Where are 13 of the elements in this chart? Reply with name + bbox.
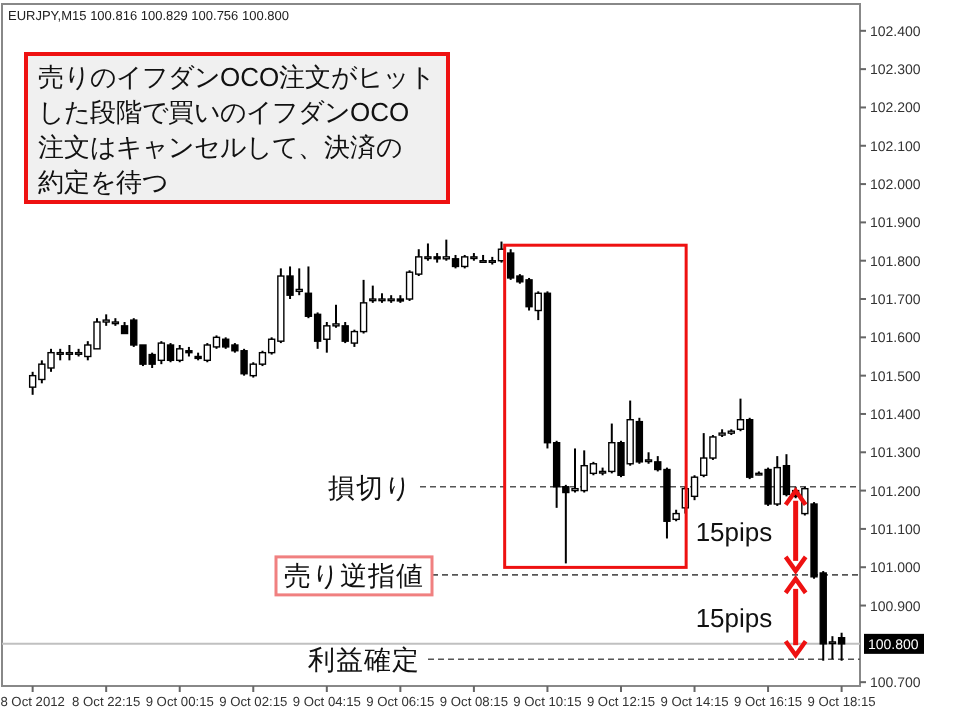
candlestick <box>837 631 846 662</box>
annotation: 売りのイフダンOCO注文がヒット <box>38 62 436 92</box>
annotation: 15pips <box>695 603 774 634</box>
annotation: 15pips <box>695 516 774 547</box>
ref-line-label: 損切り <box>328 472 412 503</box>
annotation: 注文はキャンセルして、決済の <box>38 132 402 162</box>
ref-line-label: 売り逆指値 <box>284 560 424 591</box>
ref-line-label: 利益確定 <box>308 645 420 676</box>
candlestick <box>782 453 791 498</box>
annotation: した段階で買いのイフダンOCO <box>38 97 410 127</box>
candlestick <box>166 342 175 364</box>
candlestick <box>690 474 699 502</box>
annotation: 約定を待つ <box>38 167 168 197</box>
